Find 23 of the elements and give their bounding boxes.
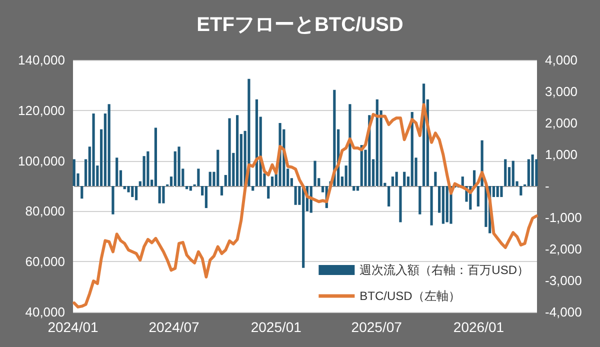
- y2-tick-label: 1,000: [545, 147, 578, 162]
- y-tick-label: 40,000: [25, 304, 65, 320]
- x-tick-label: 2025/01: [250, 319, 302, 335]
- y2-tick-label: -3,000: [545, 273, 582, 288]
- y2-tick-label: -4,000: [545, 304, 582, 320]
- x-tick-label: 2026/01: [453, 319, 504, 335]
- x-tick-label: 2024/07: [148, 319, 200, 335]
- chart-title: ETFフローとBTC/USD: [196, 14, 404, 36]
- y2-tick-label: -1,000: [545, 210, 582, 225]
- y2-tick-label: 3,000: [545, 84, 578, 99]
- x-tick-label: 2025/07: [351, 319, 402, 335]
- x-tick-label: 2024/01: [48, 319, 99, 335]
- legend-label: 週次流入額（右軸：百万USD）: [360, 263, 530, 277]
- y-tick-label: 80,000: [25, 204, 65, 219]
- y2-tick-label: 2,000: [545, 116, 578, 130]
- y-tick-label: 140,000: [18, 52, 65, 68]
- y2-tick-label: -2,000: [545, 242, 582, 256]
- y-tick-label: 60,000: [25, 254, 65, 270]
- y2-tick-label: -: [545, 178, 550, 194]
- y-tick-label: 120,000: [18, 102, 65, 118]
- legend-label: BTC/USD（左軸）: [360, 289, 460, 303]
- y2-tick-label: 4,000: [545, 52, 578, 68]
- y-tick-label: 100,000: [18, 153, 65, 168]
